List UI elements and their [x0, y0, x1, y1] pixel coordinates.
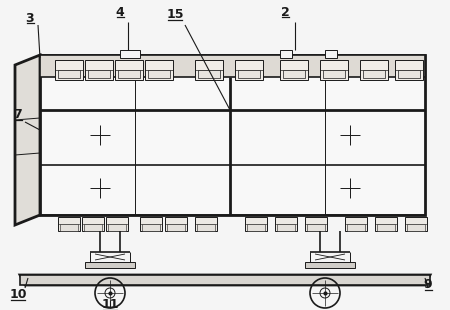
Bar [345, 217, 367, 231]
Bar [247, 224, 265, 231]
Bar [405, 217, 427, 231]
Bar [148, 70, 170, 78]
Bar [120, 50, 140, 58]
Bar [197, 224, 215, 231]
Bar [88, 70, 110, 78]
Bar [142, 224, 160, 231]
Bar [377, 224, 395, 231]
Bar [108, 224, 126, 231]
Bar [145, 60, 173, 80]
Bar [40, 55, 425, 77]
Bar [85, 60, 113, 80]
Bar [375, 217, 397, 231]
Bar [398, 70, 420, 78]
Bar [198, 70, 220, 78]
Bar [275, 217, 297, 231]
Bar [106, 217, 128, 231]
Bar [140, 217, 162, 231]
Bar [195, 60, 223, 80]
Bar [60, 224, 78, 231]
Bar [363, 70, 385, 78]
Text: 10: 10 [9, 289, 27, 302]
Bar [347, 224, 365, 231]
Bar [395, 60, 423, 80]
Bar [283, 70, 305, 78]
Text: 4: 4 [116, 6, 124, 19]
Bar [40, 55, 425, 215]
Bar [325, 50, 337, 58]
Bar [407, 224, 425, 231]
Text: 7: 7 [14, 108, 22, 122]
Bar [165, 217, 187, 231]
Bar [360, 60, 388, 80]
Bar [58, 217, 80, 231]
Polygon shape [20, 275, 430, 285]
Text: 3: 3 [26, 11, 34, 24]
Text: 15: 15 [166, 8, 184, 21]
Bar [195, 217, 217, 231]
Bar [235, 60, 263, 80]
Bar [305, 217, 327, 231]
Bar [320, 60, 348, 80]
Text: 9: 9 [424, 278, 432, 291]
Bar [167, 224, 185, 231]
Bar [82, 217, 104, 231]
Bar [118, 70, 140, 78]
Text: 2: 2 [281, 6, 289, 19]
Bar [84, 224, 102, 231]
Bar [305, 262, 355, 268]
Bar [85, 262, 135, 268]
Bar [115, 60, 143, 80]
Bar [323, 70, 345, 78]
Text: 11: 11 [101, 299, 119, 310]
Bar [245, 217, 267, 231]
Polygon shape [15, 55, 40, 225]
Bar [280, 60, 308, 80]
Bar [307, 224, 325, 231]
Bar [238, 70, 260, 78]
Bar [58, 70, 80, 78]
Bar [20, 275, 430, 285]
Bar [277, 224, 295, 231]
Bar [55, 60, 83, 80]
Bar [280, 50, 292, 58]
